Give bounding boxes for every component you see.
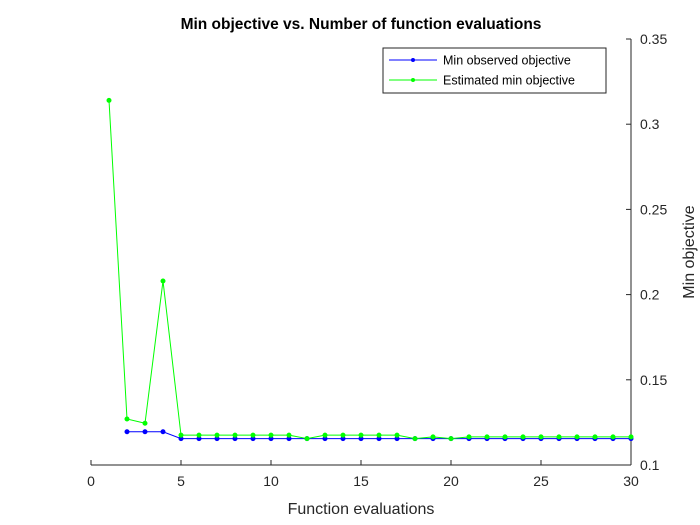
y-ticks: 0.1 0.15 0.2 0.25 0.3 0.35 [626, 31, 667, 473]
estimated-min-objective-point [556, 434, 562, 440]
estimated-min-objective-point [466, 434, 472, 440]
estimated-min-objective-point [142, 420, 148, 426]
axes [91, 39, 632, 466]
x-axis-label: Function evaluations [288, 501, 435, 518]
estimated-min-objective-point [358, 432, 364, 438]
min-observed-objective-point [142, 429, 148, 435]
estimated-min-objective-point [376, 432, 382, 438]
x-tick-label: 25 [533, 473, 549, 489]
estimated-min-objective-point [196, 432, 202, 438]
y-tick-label: 0.2 [640, 287, 660, 303]
estimated-min-objective-point [214, 432, 220, 438]
estimated-min-objective-point [286, 432, 292, 438]
estimated-min-objective-point [304, 436, 310, 442]
estimated-min-objective-point [106, 97, 112, 103]
min-observed-objective-point [124, 429, 130, 435]
estimated-min-objective-point [250, 432, 256, 438]
y-tick-label: 0.15 [640, 372, 667, 388]
estimated-min-objective-point [232, 432, 238, 438]
estimated-min-objective-point [610, 434, 616, 440]
y-tick-label: 0.35 [640, 31, 667, 47]
legend-box [382, 47, 607, 94]
estimated-min-objective-point [538, 434, 544, 440]
x-tick-label: 0 [87, 473, 95, 489]
legend-marker-estimated-min-objective [411, 78, 415, 82]
estimated-min-objective-point [520, 434, 526, 440]
x-tick-label: 5 [177, 473, 185, 489]
estimated-min-objective-line [108, 100, 631, 440]
estimated-min-objective-point [412, 436, 418, 442]
estimated-min-objective-point [430, 434, 436, 440]
estimated-min-objective-point [340, 432, 346, 438]
estimated-min-objective-point [160, 278, 166, 284]
estimated-min-objective-point [628, 434, 634, 440]
estimated-min-objective-point [394, 432, 400, 438]
x-tick-label: 15 [353, 473, 369, 489]
estimated-min-objective-point [502, 434, 508, 440]
y-tick-label: 0.3 [640, 116, 660, 132]
estimated-min-objective-point [322, 432, 328, 438]
estimated-min-objective-point [178, 432, 184, 438]
estimated-min-objective-point [484, 434, 490, 440]
x-tick-label: 20 [443, 473, 459, 489]
estimated-min-objective-point [574, 434, 580, 440]
estimated-min-objective-point [124, 416, 130, 422]
estimated-min-objective-point [448, 436, 454, 442]
y-axis-label: Min objective [681, 205, 698, 298]
y-tick-label: 0.1 [640, 457, 660, 473]
legend: Min observed objective Estimated min obje… [382, 47, 607, 94]
x-ticks: 0 5 10 15 20 25 30 [87, 460, 639, 489]
legend-label: Min observed objective [443, 54, 571, 68]
plot-series [106, 97, 634, 442]
legend-marker-min-observed-objective [411, 58, 415, 62]
chart-title: Min objective vs. Number of function eva… [181, 16, 542, 33]
x-tick-label: 30 [623, 473, 639, 489]
x-tick-label: 10 [263, 473, 279, 489]
estimated-min-objective-point [268, 432, 274, 438]
legend-label: Estimated min objective [443, 74, 575, 88]
y-tick-label: 0.25 [640, 201, 667, 217]
estimated-min-objective-point [592, 434, 598, 440]
min-observed-objective-point [160, 429, 166, 435]
